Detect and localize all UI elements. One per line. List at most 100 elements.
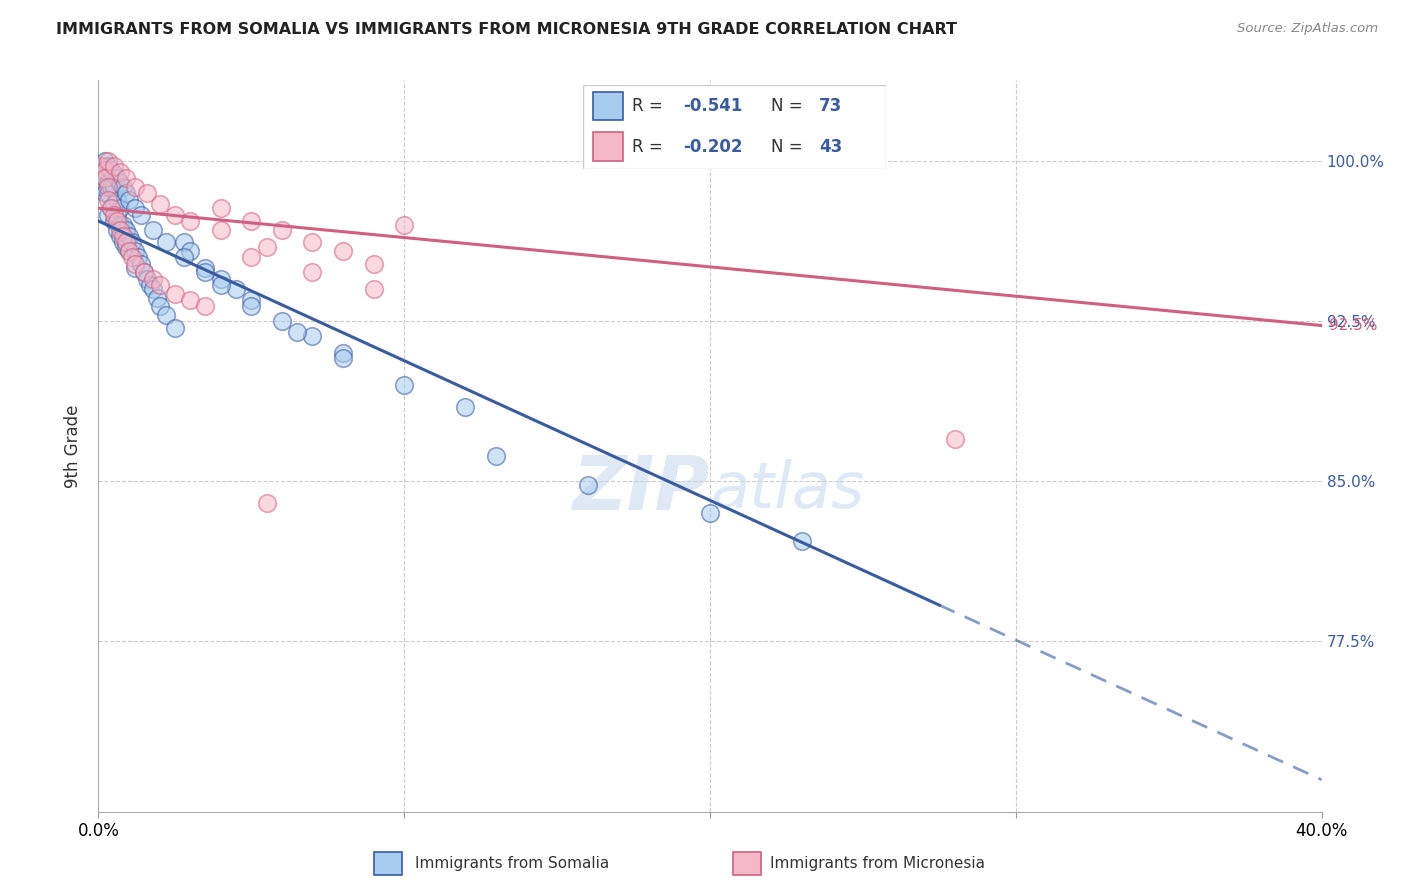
Point: [124, 180, 146, 194]
Point: [332, 351, 354, 365]
Point: [134, 265, 156, 279]
Point: [155, 308, 177, 322]
Point: [108, 229, 131, 244]
Point: [285, 325, 308, 339]
Point: [111, 229, 134, 244]
Text: ZIP: ZIP: [572, 453, 710, 526]
Point: [209, 222, 232, 236]
Point: [108, 165, 131, 179]
Point: [179, 244, 201, 258]
Point: [100, 162, 122, 177]
Point: [142, 282, 165, 296]
Point: [97, 180, 120, 194]
Point: [103, 159, 125, 173]
Point: [136, 271, 159, 285]
Point: [93, 162, 115, 177]
Point: [115, 235, 138, 250]
Point: [194, 265, 217, 279]
Text: IMMIGRANTS FROM SOMALIA VS IMMIGRANTS FROM MICRONESIA 9TH GRADE CORRELATION CHAR: IMMIGRANTS FROM SOMALIA VS IMMIGRANTS FR…: [56, 22, 957, 37]
FancyBboxPatch shape: [583, 85, 886, 169]
Point: [155, 235, 177, 250]
Point: [115, 239, 138, 253]
Point: [173, 235, 195, 250]
Point: [124, 257, 146, 271]
Point: [97, 154, 120, 169]
Point: [256, 239, 278, 253]
Text: R =: R =: [631, 137, 668, 155]
Point: [108, 219, 131, 233]
Point: [105, 208, 128, 222]
Point: [142, 271, 165, 285]
Point: [270, 314, 292, 328]
Point: [97, 176, 120, 190]
Point: [97, 193, 120, 207]
Point: [301, 329, 323, 343]
Point: [115, 222, 138, 236]
Text: -0.202: -0.202: [683, 137, 742, 155]
Point: [363, 282, 385, 296]
Point: [111, 219, 134, 233]
Point: [118, 229, 141, 244]
Point: [699, 506, 721, 520]
Point: [209, 271, 232, 285]
Point: [93, 171, 115, 186]
Point: [121, 250, 143, 264]
Point: [93, 154, 115, 169]
Point: [392, 219, 416, 233]
Point: [115, 186, 138, 201]
Point: [332, 346, 354, 360]
Point: [149, 299, 172, 313]
Text: 43: 43: [820, 137, 842, 155]
Point: [129, 208, 152, 222]
Point: [118, 244, 141, 258]
Point: [301, 235, 323, 250]
Text: Immigrants from Micronesia: Immigrants from Micronesia: [770, 856, 986, 871]
Point: [139, 278, 162, 293]
Point: [90, 180, 112, 194]
Point: [108, 201, 131, 215]
Point: [392, 378, 416, 392]
Point: [256, 495, 278, 509]
Point: [240, 250, 263, 264]
Point: [179, 293, 201, 307]
Point: [118, 193, 141, 207]
Text: Immigrants from Somalia: Immigrants from Somalia: [415, 856, 609, 871]
Point: [90, 159, 112, 173]
Point: [103, 214, 125, 228]
Point: [270, 222, 292, 236]
Point: [103, 197, 125, 211]
Text: N =: N =: [770, 137, 808, 155]
Point: [93, 159, 115, 173]
Point: [93, 186, 115, 201]
Point: [108, 176, 131, 190]
Point: [240, 293, 263, 307]
Text: 92.5%: 92.5%: [1329, 318, 1376, 333]
Point: [103, 208, 125, 222]
Point: [115, 171, 138, 186]
Point: [163, 208, 186, 222]
Point: [301, 265, 323, 279]
Point: [100, 180, 122, 194]
Point: [124, 201, 146, 215]
Point: [149, 197, 172, 211]
Point: [93, 171, 115, 186]
Point: [127, 250, 149, 264]
Point: [97, 159, 120, 173]
Text: -0.541: -0.541: [683, 97, 742, 115]
Point: [576, 478, 599, 492]
Point: [163, 286, 186, 301]
Point: [225, 282, 247, 296]
Point: [142, 222, 165, 236]
Point: [105, 193, 128, 207]
Point: [111, 180, 134, 194]
Point: [100, 165, 122, 179]
Point: [179, 214, 201, 228]
Point: [111, 235, 134, 250]
Point: [121, 235, 143, 250]
Point: [485, 449, 508, 463]
Bar: [592, 92, 623, 120]
Text: R =: R =: [631, 97, 668, 115]
Point: [194, 260, 217, 275]
Point: [149, 278, 172, 293]
Point: [240, 299, 263, 313]
